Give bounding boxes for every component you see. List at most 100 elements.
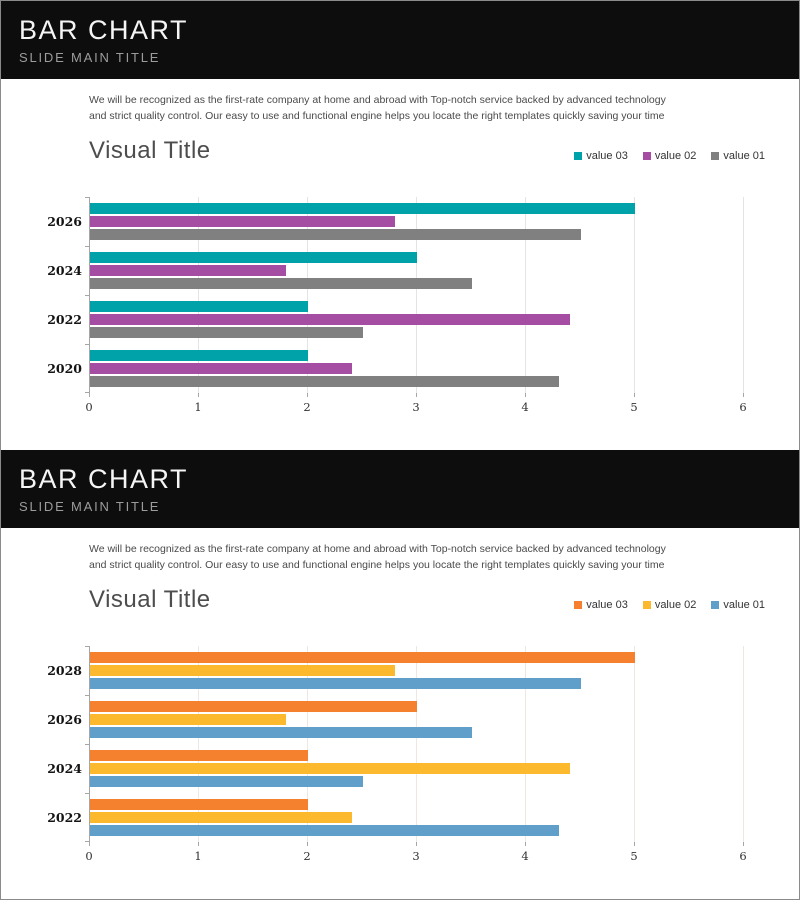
- legend-label: value 02: [654, 150, 697, 162]
- category-label: 2022: [47, 810, 82, 825]
- gridline: [198, 646, 199, 842]
- slide-subtitle: SLIDE MAIN TITLE: [19, 499, 161, 514]
- bar-value-02: [90, 812, 352, 823]
- x-tick-label: 6: [739, 849, 747, 863]
- bar-value-03: [90, 652, 635, 663]
- slide-title: BAR CHART: [19, 15, 189, 45]
- gridline: [416, 197, 417, 393]
- bar-value-01: [90, 278, 472, 289]
- x-tick-label: 2: [303, 849, 311, 863]
- legend-swatch: [574, 601, 583, 609]
- x-tick-label: 4: [521, 849, 529, 863]
- bar-value-02: [90, 714, 287, 725]
- bar-group: 2024: [47, 744, 743, 793]
- bar-value-03: [90, 252, 417, 263]
- category-label: 2024: [47, 761, 82, 776]
- bar-value-02: [90, 763, 570, 774]
- bar-group: 2026: [47, 197, 743, 246]
- y-axis-line: [89, 197, 90, 393]
- bar-value-01: [90, 727, 472, 738]
- legend-label: value 02: [654, 599, 697, 611]
- x-tick-mark: [416, 842, 417, 846]
- legend-swatch: [574, 152, 583, 160]
- x-tick-label: 5: [630, 400, 638, 414]
- bar-value-02: [90, 665, 396, 676]
- legend-item: value 03: [574, 599, 628, 611]
- gridline: [634, 197, 635, 393]
- legend-label: value 01: [723, 599, 765, 611]
- gridline: [634, 646, 635, 842]
- legend-swatch: [642, 601, 651, 609]
- x-tick-label: 1: [194, 400, 202, 414]
- body-text: We will be recognized as the first-rate …: [89, 94, 666, 122]
- legend-label: value 01: [723, 150, 765, 162]
- chart-legend: value 03 value 02 value 01: [574, 599, 765, 614]
- x-tick-mark: [416, 393, 417, 397]
- y-axis-tick: [85, 793, 89, 794]
- legend-swatch: [711, 152, 720, 160]
- x-tick-label: 3: [412, 849, 420, 863]
- slide-subtitle: SLIDE MAIN TITLE: [19, 50, 161, 65]
- legend-item: value 01: [711, 599, 765, 611]
- x-tick-label: 6: [739, 400, 747, 414]
- gridline: [525, 646, 526, 842]
- x-tick-mark: [307, 842, 308, 846]
- x-tick-mark: [634, 393, 635, 397]
- bar-value-01: [90, 776, 363, 787]
- y-axis-tick: [85, 295, 89, 296]
- gridline: [307, 646, 308, 842]
- gridline: [743, 197, 744, 393]
- legend-swatch: [642, 152, 651, 160]
- bar-value-02: [90, 265, 287, 276]
- body-text: We will be recognized as the first-rate …: [89, 543, 666, 571]
- x-tick-mark: [525, 393, 526, 397]
- bar-value-02: [90, 216, 396, 227]
- x-tick-mark: [89, 393, 90, 397]
- bar-value-03: [90, 750, 308, 761]
- bar-value-03: [90, 301, 308, 312]
- legend-item: value 02: [642, 150, 697, 162]
- category-label: 2028: [47, 663, 82, 678]
- y-axis-tick: [85, 246, 89, 247]
- y-axis-tick: [85, 695, 89, 696]
- bar-value-03: [90, 701, 417, 712]
- category-label: 2020: [47, 361, 82, 376]
- gridline: [525, 197, 526, 393]
- legend-label: value 03: [586, 599, 628, 611]
- bar-group: 2022: [47, 793, 743, 842]
- visual-title: Visual Title: [89, 586, 211, 613]
- x-tick-mark: [198, 842, 199, 846]
- x-tick-label: 3: [412, 400, 420, 414]
- legend-item: value 03: [574, 150, 628, 162]
- x-tick-mark: [198, 393, 199, 397]
- bar-group: 2022: [47, 295, 743, 344]
- x-tick-mark: [89, 842, 90, 846]
- bar-value-03: [90, 350, 308, 361]
- bar-value-01: [90, 825, 559, 836]
- bar-value-03: [90, 203, 635, 214]
- y-axis-line: [89, 646, 90, 842]
- legend-item: value 01: [711, 150, 765, 162]
- x-tick-label: 1: [194, 849, 202, 863]
- y-axis-tick: [85, 744, 89, 745]
- legend-item: value 02: [642, 599, 697, 611]
- slide-header: BAR CHART SLIDE MAIN TITLE: [1, 1, 799, 79]
- category-label: 2022: [47, 312, 82, 327]
- bar-group: 2024: [47, 246, 743, 295]
- chart-title-row: Visual Title value 03 value 02 value 01: [89, 586, 765, 614]
- category-label: 2024: [47, 263, 82, 278]
- legend-swatch: [711, 601, 720, 609]
- x-tick-mark: [307, 393, 308, 397]
- x-tick-label: 0: [85, 400, 93, 414]
- y-axis-tick: [85, 344, 89, 345]
- category-label: 2026: [47, 712, 82, 727]
- x-tick-label: 5: [630, 849, 638, 863]
- x-tick-mark: [743, 393, 744, 397]
- bar-value-02: [90, 314, 570, 325]
- y-axis-tick: [85, 392, 89, 393]
- bar-group: 2026: [47, 695, 743, 744]
- visual-title: Visual Title: [89, 137, 211, 164]
- x-tick-mark: [634, 842, 635, 846]
- chart-legend: value 03 value 02 value 01: [574, 150, 765, 165]
- bar-value-01: [90, 376, 559, 387]
